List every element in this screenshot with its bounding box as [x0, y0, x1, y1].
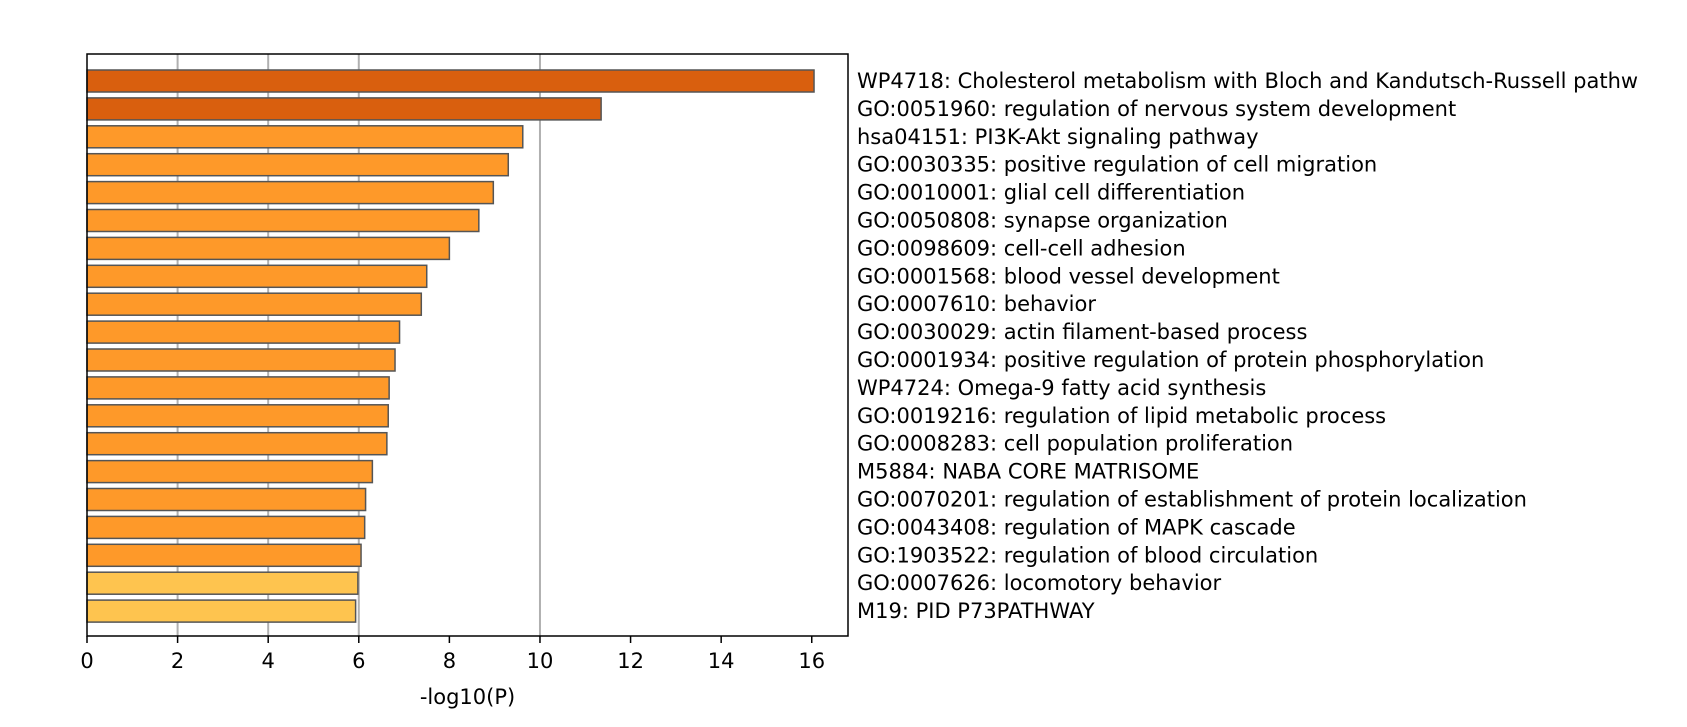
bar — [86, 292, 423, 316]
x-tick-label: 10 — [527, 649, 554, 673]
category-label: GO:0008283: cell population proliferatio… — [857, 432, 1293, 456]
category-label: GO:0050808: synapse organization — [857, 209, 1228, 233]
category-label: WP4718: Cholesterol metabolism with Bloc… — [857, 69, 1638, 93]
category-label: GO:0030029: actin filament-based process — [857, 320, 1307, 344]
category-label: GO:0010001: glial cell differentiation — [857, 181, 1245, 205]
bar — [86, 69, 815, 93]
x-tick-label: 12 — [617, 649, 644, 673]
x-tick-label: 14 — [708, 649, 735, 673]
bar — [86, 404, 389, 428]
x-tick-label: 6 — [352, 649, 365, 673]
category-label: GO:0070201: regulation of establishment … — [857, 488, 1527, 512]
bar — [86, 348, 396, 372]
x-tick-label: 8 — [443, 649, 456, 673]
category-label: GO:0043408: regulation of MAPK cascade — [857, 515, 1296, 539]
bar — [86, 431, 388, 456]
x-tick-label: 0 — [80, 649, 93, 673]
bar — [86, 208, 480, 233]
x-tick-label: 2 — [171, 649, 184, 673]
bar — [86, 459, 374, 484]
category-label: hsa04151: PI3K-Akt signaling pathway — [857, 125, 1259, 149]
x-axis-label: -log10(P) — [420, 685, 515, 709]
bar — [86, 543, 362, 568]
category-label: GO:0030335: positive regulation of cell … — [857, 153, 1377, 177]
bar — [86, 320, 401, 344]
bars — [86, 69, 815, 623]
x-axis-ticks: 0 2 4 6 8 10 12 14 16 — [80, 636, 825, 673]
category-label: GO:0001568: blood vessel development — [857, 264, 1280, 288]
bar — [86, 571, 359, 595]
category-label: GO:0001934: positive regulation of prote… — [857, 348, 1484, 372]
category-label: WP4724: Omega-9 fatty acid synthesis — [857, 376, 1266, 400]
category-label: M19: PID P73PATHWAY — [857, 599, 1095, 623]
bar — [86, 264, 428, 289]
category-label: GO:0019216: regulation of lipid metaboli… — [857, 404, 1386, 428]
category-label: GO:0007626: locomotory behavior — [857, 571, 1222, 595]
bar — [86, 515, 366, 540]
plot-frame — [86, 53, 849, 637]
bar — [86, 152, 510, 177]
bar — [86, 97, 602, 121]
bar — [86, 236, 451, 261]
category-label: GO:0098609: cell-cell adhesion — [857, 236, 1186, 260]
bar — [86, 487, 367, 512]
category-label: GO:0051960: regulation of nervous system… — [857, 97, 1456, 121]
bar — [86, 180, 495, 205]
bar — [86, 125, 524, 149]
bar — [86, 376, 390, 400]
category-label: M5884: NABA CORE MATRISOME — [857, 460, 1199, 484]
x-tick-label: 4 — [262, 649, 275, 673]
category-label: GO:0007610: behavior — [857, 292, 1096, 316]
bar — [86, 599, 357, 623]
category-label: GO:1903522: regulation of blood circulat… — [857, 543, 1318, 567]
x-tick-label: 16 — [798, 649, 825, 673]
category-labels: WP4718: Cholesterol metabolism with Bloc… — [857, 69, 1638, 623]
